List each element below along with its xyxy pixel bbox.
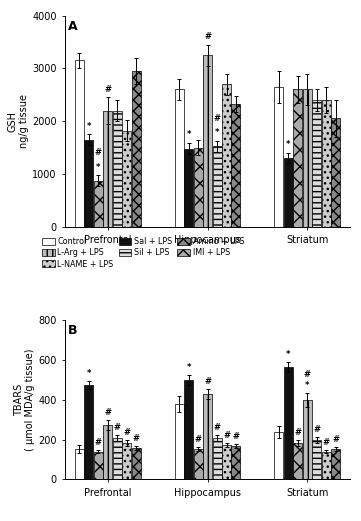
Bar [274, 431, 283, 479]
Bar [122, 442, 131, 479]
Bar [322, 452, 331, 479]
Text: #: # [214, 423, 221, 432]
Bar [322, 100, 331, 227]
Bar [193, 449, 203, 479]
Bar [284, 367, 293, 479]
Bar [213, 438, 222, 479]
Bar [284, 158, 293, 227]
Bar [75, 60, 84, 227]
Bar [231, 445, 240, 479]
Text: #: # [195, 435, 201, 444]
Bar [132, 448, 141, 479]
Text: #: # [123, 428, 130, 437]
Bar [113, 110, 122, 227]
Text: *: * [286, 140, 291, 149]
Bar [222, 444, 231, 479]
Y-axis label: GSH
ng/g tissue: GSH ng/g tissue [8, 94, 29, 148]
Text: #: # [95, 438, 102, 446]
Text: #: # [204, 32, 211, 41]
Bar [213, 146, 222, 227]
Text: #: # [232, 432, 239, 441]
Bar [175, 404, 184, 479]
Text: *: * [286, 350, 291, 359]
Bar [193, 147, 203, 227]
Legend: Control, L-Arg + LPS, L-NAME + LPS, Sal + LPS, Sil + LPS, Amino + LPS, IMI + LPS: Control, L-Arg + LPS, L-NAME + LPS, Sal … [40, 236, 246, 270]
Text: #: # [294, 428, 301, 437]
Text: *: * [215, 128, 219, 138]
Bar [184, 148, 193, 227]
Bar [331, 118, 340, 227]
Y-axis label: TBARS
( μmol MDA/g tissue): TBARS ( μmol MDA/g tissue) [14, 349, 35, 451]
Text: #: # [323, 438, 330, 446]
Text: A: A [68, 20, 78, 33]
Text: #: # [104, 408, 111, 417]
Text: *: * [87, 369, 91, 378]
Text: *: * [96, 163, 101, 171]
Text: #: # [313, 425, 320, 434]
Text: #: # [204, 377, 211, 386]
Bar [84, 140, 93, 227]
Text: B: B [68, 324, 77, 337]
Bar [203, 394, 212, 479]
Text: #: # [223, 431, 230, 440]
Text: #: # [214, 114, 221, 122]
Text: #: # [114, 423, 121, 432]
Bar [231, 104, 240, 227]
Bar [94, 452, 103, 479]
Text: #: # [104, 84, 111, 94]
Bar [274, 87, 283, 227]
Text: #: # [133, 433, 140, 443]
Bar [103, 110, 112, 227]
Bar [203, 55, 212, 227]
Bar [303, 90, 312, 227]
Bar [84, 385, 93, 479]
Text: *: * [186, 130, 191, 140]
Text: *: * [87, 121, 91, 131]
Text: #: # [304, 370, 311, 379]
Bar [122, 131, 131, 227]
Bar [113, 438, 122, 479]
Bar [331, 449, 340, 479]
Bar [303, 400, 312, 479]
Bar [103, 425, 112, 479]
Bar [132, 71, 141, 227]
Text: #: # [332, 435, 339, 444]
Bar [312, 440, 321, 479]
Bar [75, 449, 84, 479]
Bar [222, 84, 231, 227]
Bar [175, 90, 184, 227]
Text: #: # [95, 148, 102, 157]
Bar [94, 181, 103, 227]
Bar [184, 380, 193, 479]
Text: *: * [186, 363, 191, 372]
Bar [293, 90, 302, 227]
Bar [312, 100, 321, 227]
Bar [293, 442, 302, 479]
Text: *: * [305, 381, 309, 390]
